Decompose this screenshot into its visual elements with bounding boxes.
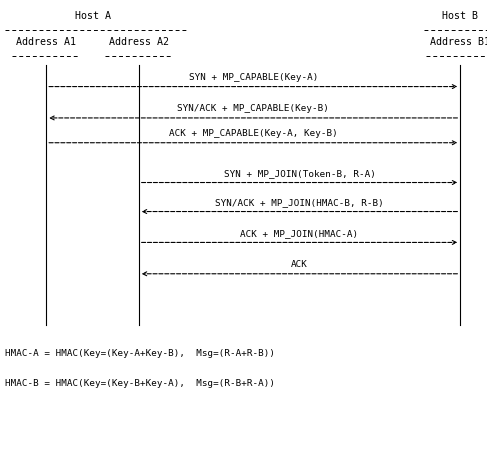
Text: ACK + MP_JOIN(HMAC-A): ACK + MP_JOIN(HMAC-A) <box>241 229 358 238</box>
Text: Host A: Host A <box>75 11 111 21</box>
Text: Address A2: Address A2 <box>109 37 169 47</box>
Text: SYN/ACK + MP_JOIN(HMAC-B, R-B): SYN/ACK + MP_JOIN(HMAC-B, R-B) <box>215 198 384 207</box>
Text: SYN + MP_JOIN(Token-B, R-A): SYN + MP_JOIN(Token-B, R-A) <box>224 169 375 178</box>
Text: ACK + MP_CAPABLE(Key-A, Key-B): ACK + MP_CAPABLE(Key-A, Key-B) <box>169 129 337 138</box>
Text: Address A1: Address A1 <box>16 37 76 47</box>
Text: SYN + MP_CAPABLE(Key-A): SYN + MP_CAPABLE(Key-A) <box>188 73 318 82</box>
Text: HMAC-A = HMAC(Key=(Key-A+Key-B),  Msg=(R-A+R-B)): HMAC-A = HMAC(Key=(Key-A+Key-B), Msg=(R-… <box>5 349 275 358</box>
Text: SYN/ACK + MP_CAPABLE(Key-B): SYN/ACK + MP_CAPABLE(Key-B) <box>177 104 329 113</box>
Text: Address B1: Address B1 <box>430 37 487 47</box>
Text: ACK: ACK <box>291 260 308 269</box>
Text: Host B: Host B <box>442 11 478 21</box>
Text: HMAC-B = HMAC(Key=(Key-B+Key-A),  Msg=(R-B+R-A)): HMAC-B = HMAC(Key=(Key-B+Key-A), Msg=(R-… <box>5 379 275 388</box>
